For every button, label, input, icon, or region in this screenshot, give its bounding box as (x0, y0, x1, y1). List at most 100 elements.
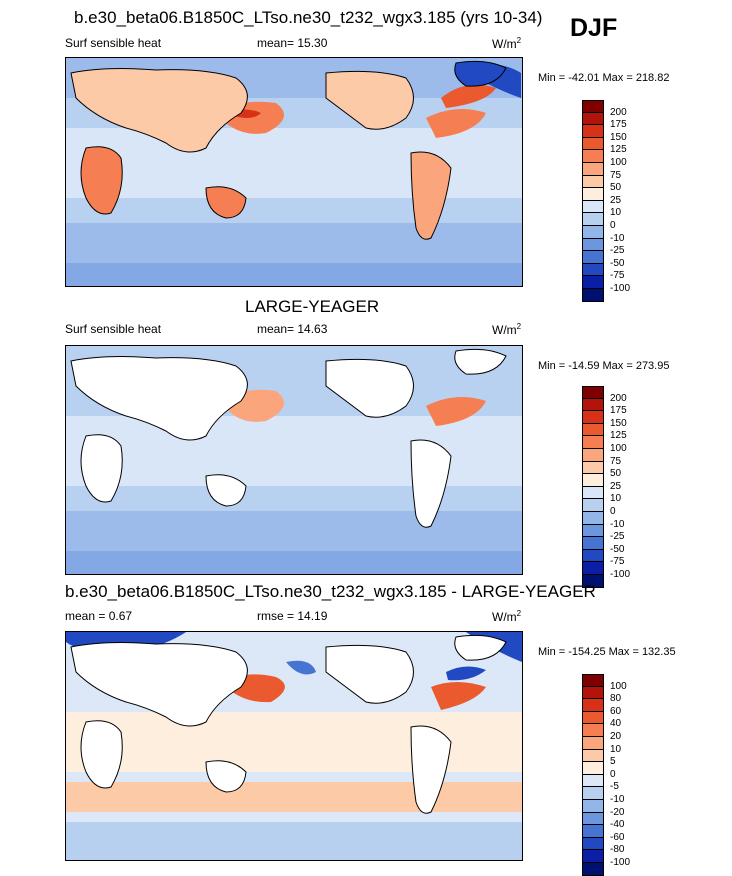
colorbar-swatch (582, 537, 604, 550)
colorbar-tick-label: 40 (610, 718, 622, 730)
colorbar-swatch (582, 486, 604, 500)
colorbar-swatch (582, 449, 604, 462)
colorbar-tick-label: -50 (610, 257, 625, 269)
panel3-title: b.e30_beta06.B1850C_LTso.ne30_t232_wgx3.… (65, 582, 596, 601)
colorbar-tick-label: -80 (610, 844, 625, 856)
colorbar-swatch (582, 251, 604, 264)
colorbar-tick-label: -10 (610, 794, 625, 805)
panel3-rmse-label: rmse = 14.19 (257, 609, 328, 623)
colorbar-swatch (582, 499, 604, 512)
colorbar-tick-label: -75 (610, 270, 625, 282)
panel3-min-max: Min = -154.25 Max = 132.35 (538, 646, 676, 658)
panel3-map (65, 631, 523, 861)
colorbar-swatch (582, 150, 604, 163)
colorbar-swatch (582, 398, 604, 412)
panel1-title: b.e30_beta06.B1850C_LTso.ne30_t232_wgx3.… (74, 8, 543, 27)
colorbar-swatch (582, 100, 604, 113)
colorbar-tick-label: 75 (610, 169, 622, 181)
colorbar-swatch (582, 175, 604, 189)
colorbar-tick-label: 10 (610, 207, 622, 219)
colorbar-swatch (582, 549, 604, 563)
colorbar-tick-label: -20 (610, 806, 625, 818)
colorbar-swatch (582, 423, 604, 437)
colorbar-tick-label: -10 (610, 232, 625, 244)
colorbar-tick-label: -50 (610, 543, 625, 555)
colorbar-tick-label: 125 (610, 144, 627, 156)
colorbar-tick-label: -100 (610, 569, 631, 580)
colorbar-tick-label: -10 (610, 518, 625, 530)
colorbar-swatch (582, 226, 604, 239)
colorbar-swatch (582, 137, 604, 151)
colorbar-tick-label: 175 (610, 119, 627, 131)
colorbar-swatch (582, 200, 604, 214)
panel3-mean-label: mean = 0.67 (65, 609, 133, 623)
colorbar-tick-label: 10 (610, 493, 622, 505)
colorbar-swatch (582, 850, 604, 863)
colorbar-tick-label: 0 (610, 768, 616, 780)
colorbar-swatch (582, 461, 604, 475)
colorbar-swatch (582, 711, 604, 725)
colorbar-swatch (582, 837, 604, 851)
colorbar-swatch (582, 724, 604, 737)
colorbar-swatch (582, 674, 604, 687)
colorbar-swatch (582, 125, 604, 138)
panel2-min-max: Min = -14.59 Max = 273.95 (538, 360, 670, 372)
colorbar-swatch (582, 562, 604, 575)
colorbar-tick-label: 75 (610, 455, 622, 467)
colorbar-swatch (582, 699, 604, 712)
colorbar-swatch (582, 289, 604, 302)
colorbar-tick-label: 25 (610, 194, 622, 206)
colorbar-tick-label: -5 (610, 781, 619, 793)
colorbar-swatch (582, 575, 604, 588)
colorbar-tick-label: 0 (610, 506, 616, 517)
colorbar-tick-label: 200 (610, 106, 627, 118)
panel2-map-svg (66, 346, 522, 574)
colorbar-tick-label: -100 (610, 283, 631, 294)
colorbar-swatch (582, 112, 604, 126)
colorbar-swatch (582, 749, 604, 763)
colorbar-tick-label: -75 (610, 556, 625, 568)
colorbar-tick-label: 200 (610, 392, 627, 404)
colorbar-swatch (582, 474, 604, 487)
colorbar-tick-label: 60 (610, 705, 622, 717)
colorbar-tick-label: 125 (610, 430, 627, 442)
panel1-units: W/m2 (492, 36, 522, 51)
panel2-variable-label: Surf sensible heat (65, 322, 162, 336)
colorbar-tick-label: 5 (610, 756, 616, 768)
panel3-units: W/m2 (492, 609, 522, 624)
colorbar-swatch (582, 787, 604, 800)
colorbar-swatch (582, 238, 604, 252)
panel2-units: W/m2 (492, 322, 522, 337)
panel1-map-svg (66, 58, 522, 286)
colorbar-tick-label: 175 (610, 405, 627, 417)
colorbar-swatch (582, 800, 604, 813)
panel1-variable-label: Surf sensible heat (65, 36, 162, 50)
colorbar-tick-label: 25 (610, 480, 622, 492)
panel2-mean-label: mean= 14.63 (257, 322, 328, 336)
colorbar-tick-label: 80 (610, 693, 622, 705)
colorbar-tick-label: 50 (610, 468, 622, 480)
colorbar-tick-label: 0 (610, 220, 616, 231)
panel1-map (65, 57, 523, 287)
panel1-min-max: Min = -42.01 Max = 218.82 (538, 72, 670, 84)
colorbar-swatch (582, 386, 604, 399)
colorbar-swatch (582, 737, 604, 750)
colorbar-swatch (582, 762, 604, 775)
colorbar-tick-label: -25 (610, 531, 625, 543)
colorbar-tick-label: 150 (610, 417, 627, 429)
colorbar-swatch (582, 436, 604, 449)
panel2-colorbar: 200 175 150 125 100 75 50 25 10 0 -10 -25 -50 -75 -100 (582, 386, 652, 588)
panel3-map-svg (66, 632, 522, 860)
panel2-map (65, 345, 523, 575)
colorbar-tick-label: -25 (610, 245, 625, 257)
colorbar-swatch (582, 163, 604, 176)
panel1-colorbar: 200 175 150 125 100 75 50 25 10 0 -10 -25 -50 -75 -100 (582, 100, 652, 302)
colorbar-swatch (582, 276, 604, 289)
panel2-title: LARGE-YEAGER (245, 297, 380, 316)
colorbar-swatch (582, 774, 604, 788)
panel1-mean-label: mean= 15.30 (257, 36, 328, 50)
colorbar-swatch (582, 213, 604, 226)
colorbar-swatch (582, 524, 604, 538)
colorbar-tick-label: 150 (610, 131, 627, 143)
colorbar-tick-label: -40 (610, 819, 625, 831)
